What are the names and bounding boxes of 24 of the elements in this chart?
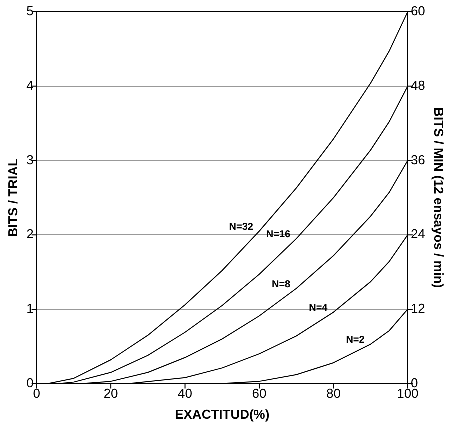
y-tick-label: 5 xyxy=(26,4,34,19)
x-tick-label: 40 xyxy=(178,386,193,402)
series-label: N=4 xyxy=(309,303,328,314)
series-label: N=16 xyxy=(266,230,292,241)
y-tick-label: 4 xyxy=(26,78,34,93)
y-axis-title: BITS / TRIAL xyxy=(5,158,20,238)
x-tick-label: 20 xyxy=(104,386,118,402)
y2-tick-label: 48 xyxy=(410,78,426,93)
y2-tick-label: 0 xyxy=(410,375,418,390)
x-tick-label: 60 xyxy=(252,386,267,402)
series-label: N=2 xyxy=(346,335,366,346)
series-label: N=8 xyxy=(272,279,292,290)
y-tick-label: 0 xyxy=(26,375,34,390)
y2-tick-label: 12 xyxy=(410,301,426,316)
y-tick-label: 3 xyxy=(26,152,34,168)
x-axis-title: EXACTITUD(%) xyxy=(175,406,270,422)
y2-tick-label: 60 xyxy=(410,4,426,19)
y-tick-label: 2 xyxy=(26,226,34,242)
series-label: N=32 xyxy=(229,222,254,234)
x-tick-label: 80 xyxy=(326,386,341,402)
y2-axis-title: BITS / MIN (12 ensayos / min) xyxy=(432,108,447,288)
y-tick-label: 1 xyxy=(26,301,34,316)
y2-tick-label: 24 xyxy=(410,226,426,242)
y2-tick-label: 36 xyxy=(410,152,426,168)
